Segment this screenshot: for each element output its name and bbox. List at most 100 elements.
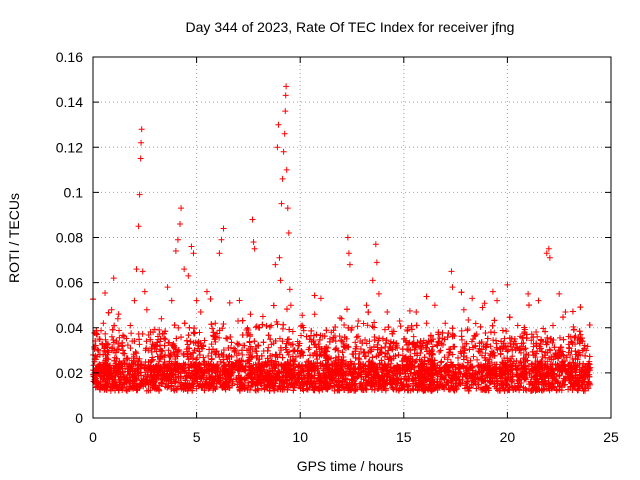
data-point: [529, 360, 536, 367]
data-point: [234, 340, 241, 347]
data-point: [181, 266, 188, 273]
data-point: [562, 308, 569, 315]
data-point: [355, 317, 362, 324]
data-point: [158, 315, 165, 322]
data-point: [299, 312, 306, 319]
data-point: [235, 350, 242, 357]
data-point: [375, 290, 382, 297]
data-point: [441, 354, 448, 361]
data-point: [362, 336, 369, 343]
data-points: [90, 83, 594, 394]
data-point: [281, 130, 288, 137]
data-point: [95, 347, 102, 354]
data-point: [546, 346, 553, 353]
data-point: [139, 268, 146, 275]
data-point: [514, 322, 521, 329]
data-point: [102, 330, 109, 337]
data-point: [448, 268, 455, 275]
data-point: [509, 353, 516, 360]
data-point: [142, 372, 149, 379]
data-point: [410, 333, 417, 340]
data-point: [286, 286, 293, 293]
data-point: [504, 281, 511, 288]
data-point: [143, 338, 150, 345]
data-point: [481, 300, 488, 307]
data-point: [364, 322, 371, 329]
data-point: [164, 284, 171, 291]
data-point: [282, 108, 289, 115]
data-point: [571, 326, 578, 333]
data-point: [135, 223, 142, 230]
data-point: [196, 329, 203, 336]
data-point: [413, 308, 420, 315]
data-point: [517, 358, 524, 365]
data-point: [549, 340, 556, 347]
data-point: [124, 342, 131, 349]
data-point: [282, 92, 289, 99]
data-point: [244, 325, 251, 332]
data-point: [203, 288, 210, 295]
data-point: [449, 284, 456, 291]
data-point: [533, 328, 540, 335]
data-point: [522, 369, 529, 376]
data-point: [168, 297, 175, 304]
data-point: [132, 348, 139, 355]
data-point: [542, 354, 549, 361]
data-point: [315, 341, 322, 348]
data-point: [285, 229, 292, 236]
data-point: [556, 290, 563, 297]
data-point: [372, 241, 379, 248]
data-point: [115, 311, 122, 318]
data-point: [346, 261, 353, 268]
data-point: [274, 144, 281, 151]
data-point: [216, 250, 223, 257]
data-point: [272, 261, 279, 268]
data-point: [205, 353, 212, 360]
data-point: [177, 220, 184, 227]
data-point: [247, 311, 254, 318]
data-point: [92, 356, 99, 363]
data-point: [259, 313, 266, 320]
data-point: [276, 254, 283, 261]
data-point: [341, 322, 348, 329]
data-point: [540, 325, 547, 332]
data-point: [530, 343, 537, 350]
data-point: [491, 329, 498, 336]
data-point: [470, 336, 477, 343]
data-point: [429, 343, 436, 350]
data-point: [442, 320, 449, 327]
data-point: [535, 297, 542, 304]
data-point: [355, 333, 362, 340]
data-point: [127, 345, 134, 352]
data-point: [317, 351, 324, 358]
data-point: [234, 341, 241, 348]
data-point: [468, 338, 475, 345]
data-point: [406, 307, 413, 314]
data-point: [277, 277, 284, 284]
data-point: [352, 339, 359, 346]
data-point: [287, 302, 294, 309]
data-point: [464, 379, 471, 386]
data-point: [251, 245, 258, 252]
data-point: [148, 357, 155, 364]
data-point: [545, 245, 552, 252]
data-point: [249, 346, 256, 353]
data-point: [444, 356, 451, 363]
data-point: [156, 326, 163, 333]
data-point: [474, 356, 481, 363]
data-point: [543, 250, 550, 257]
data-point: [96, 336, 103, 343]
data-point: [382, 350, 389, 357]
data-point: [549, 322, 556, 329]
data-point: [193, 297, 200, 304]
data-point: [332, 338, 339, 345]
data-point: [184, 341, 191, 348]
data-point: [190, 250, 197, 257]
data-point: [525, 290, 532, 297]
data-point: [384, 308, 391, 315]
data-point: [423, 320, 430, 327]
data-point: [345, 250, 352, 257]
data-point: [172, 248, 179, 255]
